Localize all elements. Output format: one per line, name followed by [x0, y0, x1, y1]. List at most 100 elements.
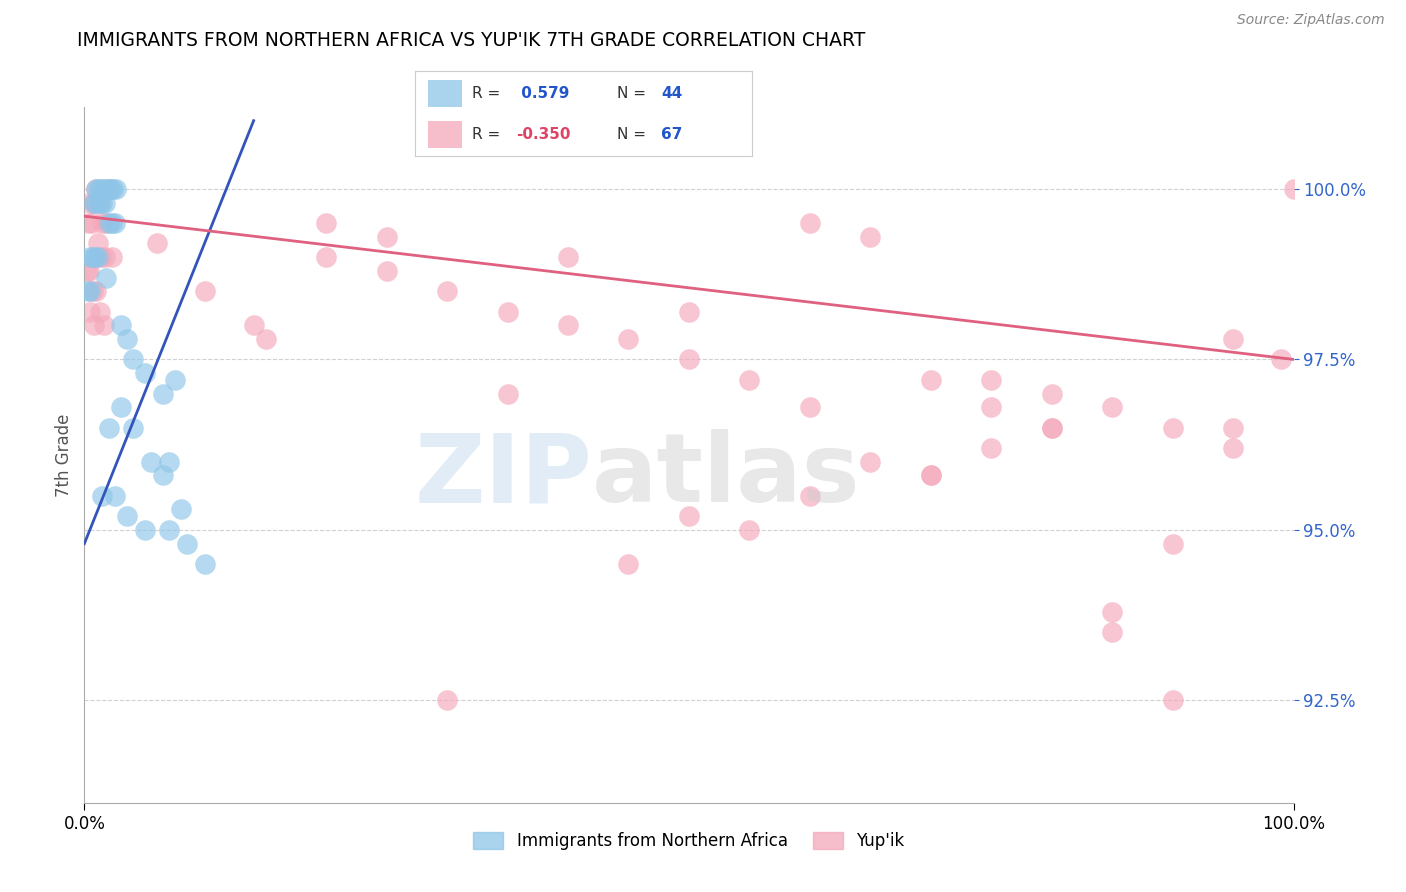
Point [94, 195, 117, 210]
Text: R =: R = [472, 86, 505, 101]
Point [86, 284, 108, 298]
Point [101, 250, 124, 264]
Point [84, 250, 107, 264]
Point [170, 502, 193, 516]
Point [86, 182, 108, 196]
Point [799, 400, 821, 414]
Text: R =: R = [472, 127, 505, 142]
Text: ZIP: ZIP [415, 429, 592, 523]
Point [1282, 182, 1305, 196]
Text: IMMIGRANTS FROM NORTHERN AFRICA VS YUP'IK 7TH GRADE CORRELATION CHART: IMMIGRANTS FROM NORTHERN AFRICA VS YUP'I… [77, 31, 866, 50]
Point [87, 195, 110, 210]
Point [1040, 386, 1063, 401]
Point [139, 455, 162, 469]
Point [738, 523, 761, 537]
FancyBboxPatch shape [429, 120, 463, 147]
Point [557, 250, 579, 264]
Point [980, 400, 1002, 414]
Point [104, 182, 127, 196]
Point [79, 284, 101, 298]
Point [100, 182, 122, 196]
Point [89, 304, 111, 318]
Point [1161, 536, 1184, 550]
Text: Source: ZipAtlas.com: Source: ZipAtlas.com [1237, 13, 1385, 28]
Y-axis label: 7th Grade: 7th Grade [55, 413, 73, 497]
Point [920, 373, 942, 387]
Point [76, 264, 98, 278]
Point [94, 250, 117, 264]
Text: atlas: atlas [592, 429, 860, 523]
Point [82, 250, 104, 264]
Text: -0.350: -0.350 [516, 127, 571, 142]
Point [86, 195, 108, 210]
Point [134, 366, 156, 380]
Point [1161, 420, 1184, 434]
Point [152, 386, 174, 401]
Point [134, 523, 156, 537]
Point [91, 216, 114, 230]
Point [375, 264, 398, 278]
Point [678, 352, 700, 367]
Point [496, 304, 519, 318]
Point [436, 284, 458, 298]
Point [496, 386, 519, 401]
Point [87, 182, 110, 196]
Point [920, 468, 942, 483]
Point [79, 195, 101, 210]
Point [115, 509, 138, 524]
Point [165, 373, 187, 387]
Point [104, 489, 127, 503]
Point [97, 182, 120, 196]
Point [1040, 420, 1063, 434]
Point [90, 182, 112, 196]
Point [1101, 625, 1123, 640]
Point [77, 264, 100, 278]
Point [1101, 605, 1123, 619]
Point [121, 420, 143, 434]
Point [101, 216, 124, 230]
Point [97, 216, 120, 230]
Point [315, 216, 337, 230]
Point [90, 250, 112, 264]
Text: N =: N = [617, 86, 651, 101]
Point [242, 318, 264, 333]
Point [678, 509, 700, 524]
Point [315, 250, 337, 264]
Text: 67: 67 [661, 127, 682, 142]
Point [86, 250, 108, 264]
Point [94, 216, 117, 230]
Point [375, 229, 398, 244]
Point [1101, 400, 1123, 414]
Point [436, 693, 458, 707]
Point [146, 236, 169, 251]
Point [80, 216, 103, 230]
Point [859, 229, 882, 244]
Point [91, 195, 114, 210]
Point [104, 216, 127, 230]
Point [678, 304, 700, 318]
Point [121, 352, 143, 367]
Point [799, 216, 821, 230]
Point [110, 400, 132, 414]
Point [82, 284, 104, 298]
Point [110, 318, 132, 333]
Point [980, 441, 1002, 455]
FancyBboxPatch shape [429, 80, 463, 107]
Point [1222, 420, 1244, 434]
Point [1040, 420, 1063, 434]
Point [94, 182, 117, 196]
Point [617, 332, 640, 346]
Point [86, 236, 108, 251]
Text: 0.579: 0.579 [516, 86, 569, 101]
Point [1161, 693, 1184, 707]
Text: 44: 44 [661, 86, 682, 101]
Point [157, 523, 180, 537]
Point [980, 373, 1002, 387]
Point [97, 420, 120, 434]
Point [97, 182, 120, 196]
Point [79, 304, 101, 318]
Point [77, 284, 100, 298]
Point [799, 489, 821, 503]
Point [194, 557, 217, 571]
Point [152, 468, 174, 483]
